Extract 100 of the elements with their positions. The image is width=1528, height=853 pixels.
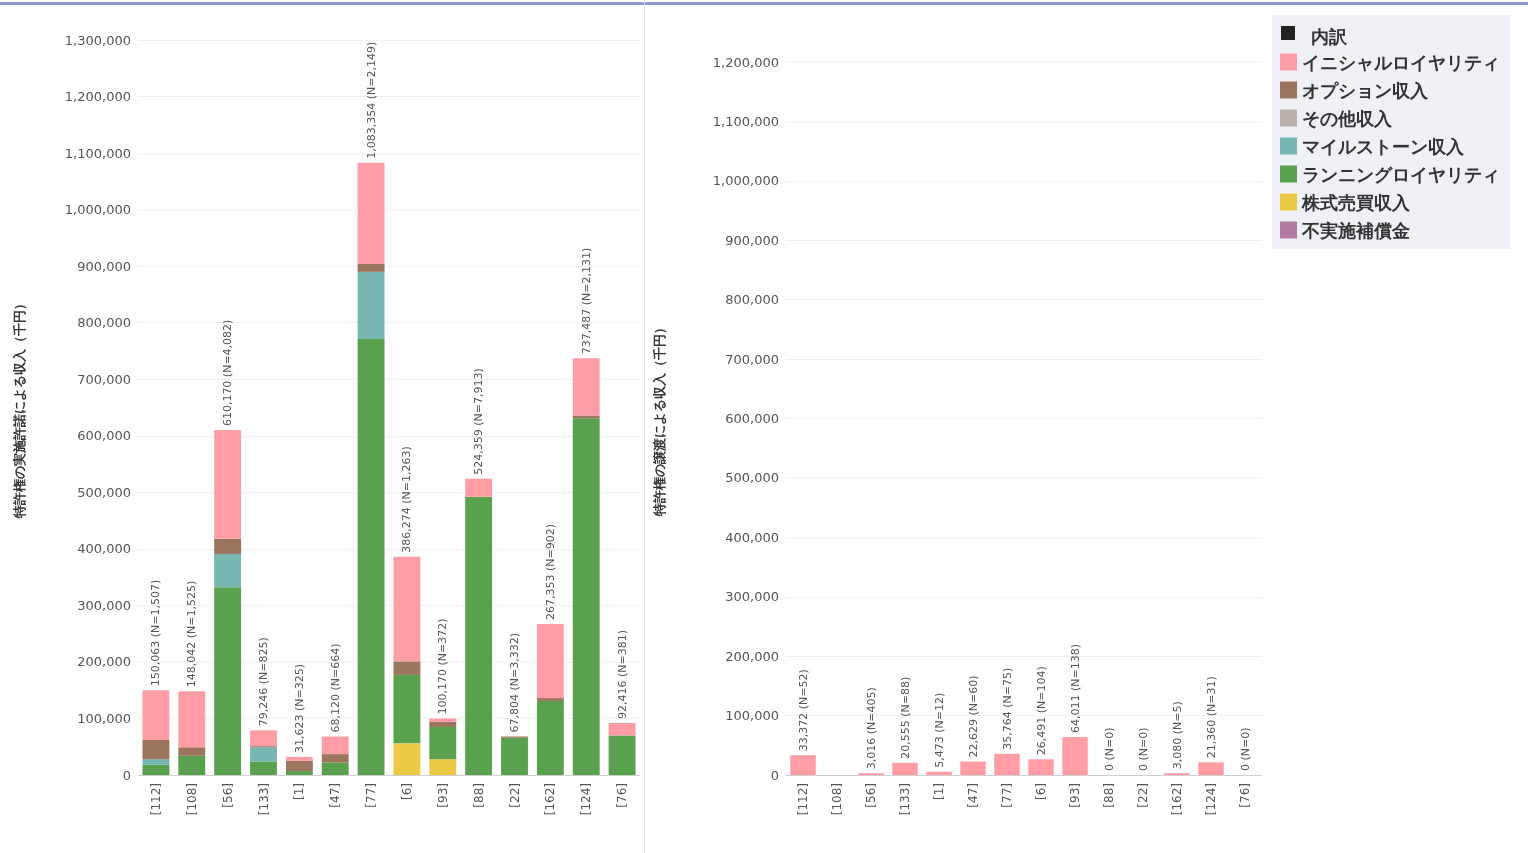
bar xyxy=(465,478,493,497)
total-label: 0 (N=0) xyxy=(1136,727,1150,771)
bar xyxy=(250,747,277,762)
bar xyxy=(429,721,457,727)
y-tick-label: 200,000 xyxy=(725,648,779,664)
bar xyxy=(285,771,313,775)
x-tick-label: [162] xyxy=(543,783,558,816)
bar xyxy=(285,760,313,772)
x-tick-label: [112] xyxy=(148,783,163,816)
bar xyxy=(393,743,421,775)
legend-label: オプション収入 xyxy=(1302,79,1429,101)
x-tick-label: [133] xyxy=(256,783,271,816)
legend-label: 不実施補償金 xyxy=(1301,219,1410,241)
bar xyxy=(429,718,457,722)
y-tick-label: 1,100,000 xyxy=(712,113,779,129)
x-tick-label: [56] xyxy=(864,783,878,808)
x-tick-label: [88] xyxy=(471,783,486,808)
bar xyxy=(608,735,636,775)
legend-label: ランニングロイヤリティ xyxy=(1302,163,1500,185)
x-tick-label: [133] xyxy=(898,783,912,816)
x-tick-label: [1] xyxy=(932,783,946,800)
total-label: 20,555 (N=88) xyxy=(898,676,912,759)
total-label: 267,353 (N=902) xyxy=(543,524,557,621)
total-label: 64,011 (N=138) xyxy=(1068,643,1082,733)
legend-label: 株式売買収入 xyxy=(1301,191,1411,213)
x-tick-label: [77] xyxy=(364,783,379,808)
total-label: 31,623 (N=325) xyxy=(292,663,306,753)
x-tick-label: [88] xyxy=(1102,783,1116,808)
y-tick-label: 400,000 xyxy=(725,529,779,545)
total-label: 67,804 (N=3,332) xyxy=(508,633,521,733)
y-axis-title: 特許権の譲渡による収入（千円） xyxy=(652,321,667,517)
bar xyxy=(178,747,206,756)
bar xyxy=(142,764,170,775)
y-tick-label: 1,000,000 xyxy=(64,202,131,218)
y-tick-label: 900,000 xyxy=(725,232,779,248)
bar xyxy=(250,730,277,747)
bar xyxy=(429,726,457,760)
y-tick-label: 900,000 xyxy=(77,258,131,274)
total-label: 33,372 (N=52) xyxy=(796,669,810,752)
total-label: 148,042 (N=1,525) xyxy=(185,580,199,688)
y-tick-label: 500,000 xyxy=(77,484,131,500)
bar xyxy=(214,430,242,539)
total-label: 3,016 (N=405) xyxy=(864,687,878,770)
total-label: 386,274 (N=1,263) xyxy=(400,446,414,553)
total-label: 524,359 (N=7,913) xyxy=(472,368,486,475)
y-tick-label: 0 xyxy=(122,767,131,783)
bar xyxy=(285,756,313,761)
y-tick-label: 100,000 xyxy=(725,708,779,724)
bar xyxy=(321,736,349,755)
total-label: 5,473 (N=12) xyxy=(932,692,946,768)
y-tick-label: 1,200,000 xyxy=(712,54,779,70)
x-tick-label: [6] xyxy=(1034,783,1048,800)
total-label: 22,629 (N=60) xyxy=(966,675,980,758)
bar xyxy=(393,661,421,675)
y-tick-label: 0 xyxy=(770,767,779,783)
bar xyxy=(572,358,600,416)
x-tick-label: [112] xyxy=(796,783,810,816)
y-tick-label: 1,200,000 xyxy=(64,89,131,105)
x-tick-label: [93] xyxy=(435,783,450,808)
bar xyxy=(393,556,421,662)
bar xyxy=(536,698,564,701)
bar xyxy=(178,691,206,748)
x-tick-label: [47] xyxy=(966,783,980,808)
y-tick-label: 700,000 xyxy=(725,351,779,367)
x-tick-label: [77] xyxy=(1000,783,1014,808)
x-tick-label: [56] xyxy=(220,783,235,808)
x-tick-label: [22] xyxy=(1136,783,1150,808)
bar xyxy=(357,271,385,340)
legend-label: マイルストーン収入 xyxy=(1302,135,1465,157)
x-tick-label: [6] xyxy=(399,783,414,800)
bar xyxy=(393,674,421,744)
x-tick-label: [93] xyxy=(1068,783,1082,808)
total-label: 100,170 (N=372) xyxy=(436,618,450,715)
bar xyxy=(536,700,564,775)
x-tick-label: [76] xyxy=(615,783,630,808)
legend-label: イニシャルロイヤリティ xyxy=(1302,51,1500,73)
y-tick-label: 500,000 xyxy=(725,470,779,486)
total-label: 737,487 (N=2,131) xyxy=(579,247,593,355)
total-label: 3,080 (N=5) xyxy=(1170,701,1184,770)
total-label: 68,120 (N=664) xyxy=(328,643,342,733)
bar xyxy=(321,762,349,775)
x-tick-label: [124] xyxy=(1204,783,1218,816)
x-tick-label: [108] xyxy=(830,783,844,816)
bar xyxy=(214,538,242,554)
bar xyxy=(572,415,600,419)
y-tick-label: 600,000 xyxy=(77,428,131,444)
x-tick-label: [76] xyxy=(1238,783,1252,808)
y-tick-label: 600,000 xyxy=(725,411,779,426)
total-label: 79,246 (N=825) xyxy=(257,637,270,727)
total-label: 26,491 (N=104) xyxy=(1034,666,1048,756)
bar xyxy=(572,418,600,775)
x-tick-label: [162] xyxy=(1170,783,1184,816)
y-tick-label: 1,300,000 xyxy=(64,32,131,48)
bar xyxy=(178,755,206,775)
total-label: 1,083,354 (N=2,149) xyxy=(364,41,378,159)
y-tick-label: 300,000 xyxy=(77,597,131,613)
x-tick-label: [47] xyxy=(328,783,343,808)
bar xyxy=(250,761,277,775)
bar xyxy=(142,739,170,760)
bar xyxy=(429,759,457,775)
